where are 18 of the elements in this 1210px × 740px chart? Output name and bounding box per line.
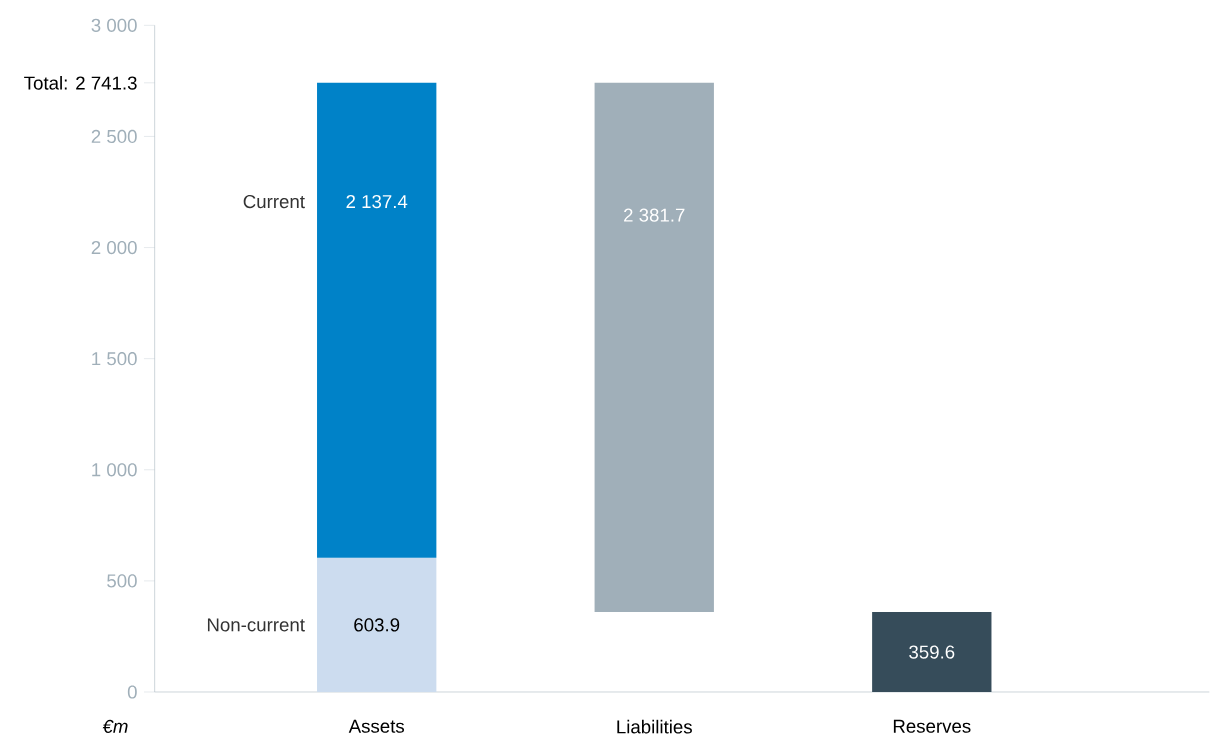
y-tick-label: 1 000 bbox=[92, 463, 137, 477]
series-label: Current bbox=[243, 194, 305, 209]
data-label: 2 381.7 bbox=[624, 208, 685, 222]
y-tick-label: 3 000 bbox=[91, 18, 137, 32]
y-tick-label: 1 500 bbox=[92, 352, 137, 366]
series-label: Non-current bbox=[207, 618, 305, 632]
data-label: 2 137.4 bbox=[346, 194, 408, 209]
x-tick-label: Liabilities bbox=[617, 719, 692, 734]
data-label: 603.9 bbox=[354, 618, 400, 632]
y-axis-title: €m bbox=[102, 719, 128, 734]
y-tick-label: 2 500 bbox=[91, 129, 137, 144]
y-tick-label: 0 bbox=[127, 685, 137, 699]
y-tick-label: Total: 2 741.3 bbox=[24, 75, 137, 90]
data-label: 359.6 bbox=[909, 645, 955, 659]
x-tick-label: Assets bbox=[348, 719, 405, 733]
x-tick-label: Reserves bbox=[893, 719, 971, 733]
y-tick-label: 2 000 bbox=[91, 240, 137, 255]
y-tick-label: 500 bbox=[107, 574, 137, 588]
